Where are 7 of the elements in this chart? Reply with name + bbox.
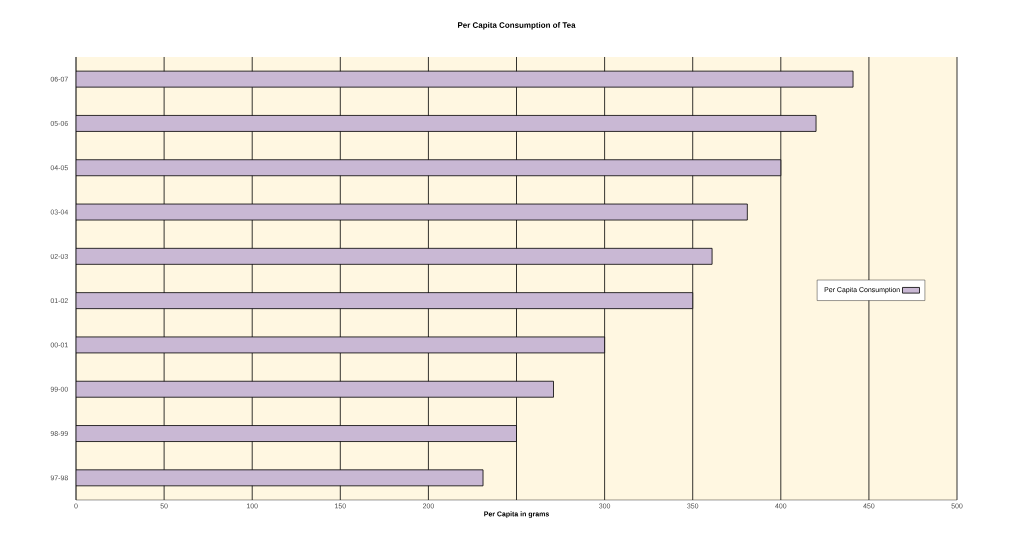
bar	[76, 159, 782, 177]
bar	[76, 469, 484, 487]
bar	[76, 425, 517, 442]
bar	[76, 247, 713, 265]
bar	[76, 380, 554, 398]
bar	[76, 115, 817, 132]
bar	[76, 292, 694, 310]
